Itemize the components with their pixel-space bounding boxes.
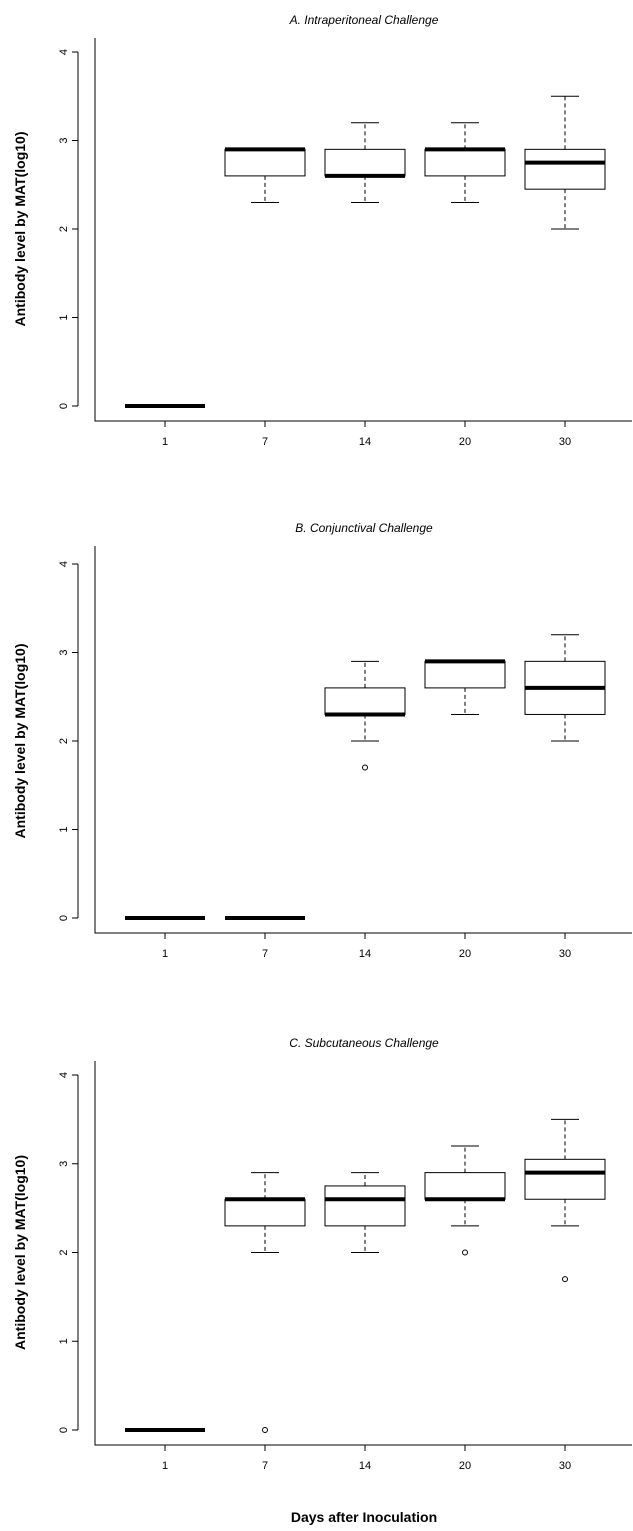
y-tick-label: 3 [58, 649, 70, 655]
box-iqr [524, 1158, 606, 1200]
chart-title: A. Intraperitoneal Challenge [289, 13, 439, 27]
box-30 [524, 1118, 606, 1283]
x-tick-label: 20 [459, 1460, 471, 1472]
y-tick-label: 2 [58, 738, 70, 744]
box-14 [324, 122, 406, 203]
box-20 [424, 122, 506, 203]
box-iqr [224, 1198, 306, 1227]
x-tick-label: 20 [459, 948, 471, 960]
panel-3: C. Subcutaneous Challenge 0 1 2 3 4 Antibody l… [12, 1036, 632, 1525]
x-tick-label: 1 [162, 948, 168, 960]
y-tick-label: 4 [58, 1072, 70, 1078]
box-iqr [424, 148, 506, 177]
box-iqr [424, 660, 506, 689]
y-tick-label: 3 [58, 137, 70, 143]
y-tick-label: 0 [58, 1427, 70, 1433]
y-tick-label: 2 [58, 226, 70, 232]
box-7 [224, 1172, 306, 1433]
y-tick-label: 1 [58, 1338, 70, 1344]
box-14 [324, 1172, 406, 1253]
chart-title: B. Conjunctival Challenge [295, 521, 433, 535]
box-7 [224, 147, 306, 203]
y-tick-label: 4 [58, 49, 70, 55]
x-tick-label: 7 [262, 1460, 268, 1472]
x-tick-label: 14 [359, 948, 371, 960]
x-tick-label: 7 [262, 436, 268, 448]
box-iqr [524, 148, 606, 190]
y-tick-label: 1 [58, 314, 70, 320]
x-tick-label: 30 [559, 1460, 571, 1472]
y-axis-label: Antibody level by MAT(log10) [12, 132, 28, 327]
box-iqr [224, 148, 306, 177]
box-14 [324, 660, 406, 771]
y-tick-label: 4 [58, 561, 70, 567]
chart-title: C. Subcutaneous Challenge [289, 1036, 439, 1050]
box-iqr [324, 148, 406, 177]
y-tick-label: 1 [58, 826, 70, 832]
y-axis-label: Antibody level by MAT(log10) [12, 644, 28, 839]
x-tick-label: 30 [559, 436, 571, 448]
panel-1: A. Intraperitoneal Challenge 0 1 2 3 4 Antibod… [12, 13, 632, 448]
outlier-point [362, 764, 368, 771]
box-iqr [424, 1172, 506, 1200]
x-tick-label: 1 [162, 436, 168, 448]
x-tick-label: 14 [359, 436, 371, 448]
x-axis-label: Days after Inoculation [291, 1509, 437, 1525]
box-30 [524, 95, 606, 230]
outlier-point [262, 1427, 268, 1433]
outlier-point [462, 1249, 468, 1256]
x-tick-label: 20 [459, 436, 471, 448]
box-20 [424, 1145, 506, 1256]
x-tick-label: 30 [559, 948, 571, 960]
panel-2: B. Conjunctival Challenge 0 1 2 3 4 Antibody l… [12, 521, 632, 960]
x-tick-label: 7 [262, 948, 268, 960]
y-tick-label: 3 [58, 1161, 70, 1167]
box-iqr [324, 1185, 406, 1227]
x-tick-label: 14 [359, 1460, 371, 1472]
plot-frame [94, 546, 632, 934]
y-tick-label: 0 [58, 915, 70, 921]
y-tick-label: 0 [58, 403, 70, 409]
y-axis-label: Antibody level by MAT(log10) [12, 1155, 28, 1350]
outlier-point [562, 1276, 568, 1283]
box-20 [424, 659, 506, 715]
box-30 [524, 634, 606, 742]
box-iqr [324, 687, 406, 715]
x-tick-label: 1 [162, 1460, 168, 1472]
y-tick-label: 2 [58, 1249, 70, 1255]
